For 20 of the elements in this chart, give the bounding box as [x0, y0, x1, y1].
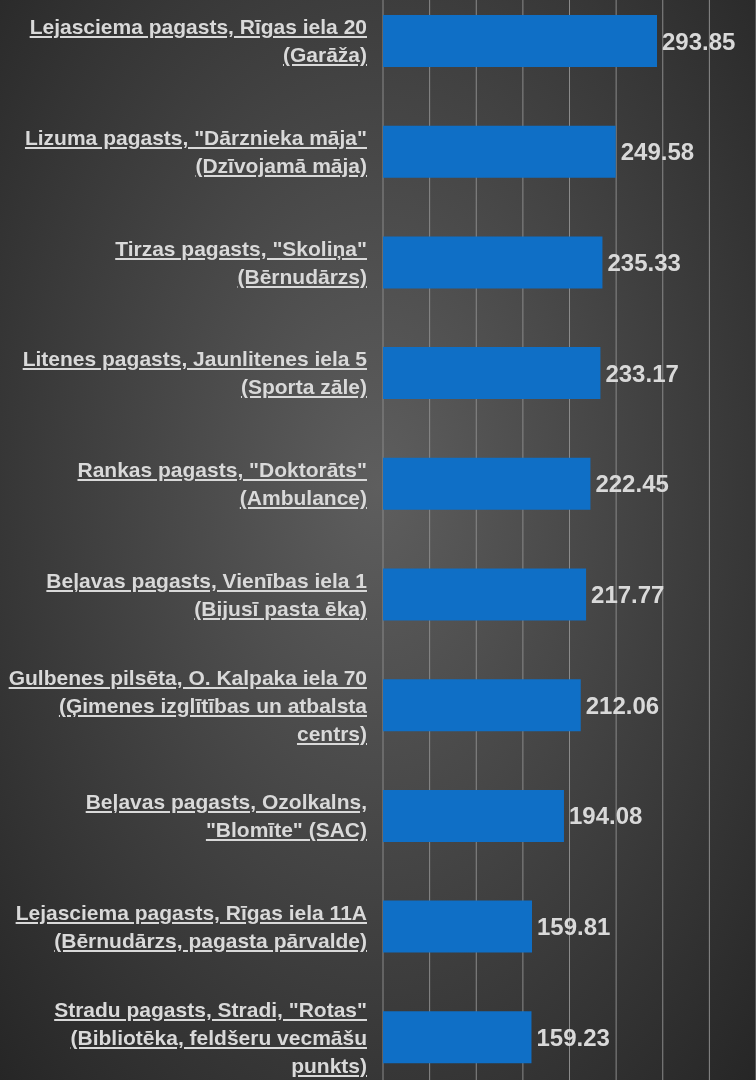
data-label: 249.58: [620, 138, 695, 166]
data-label: 194.08: [568, 802, 643, 830]
y-tick-label: Rankas pagasts, "Doktorāts" (Ambulance): [76, 457, 367, 512]
y-tick-label: Lizuma pagasts, "Dārznieka māja" (Dzīvojamā māja): [23, 125, 367, 180]
data-label: 212.06: [585, 691, 660, 719]
data-label: 233.17: [605, 359, 679, 387]
data-label: 235.33: [607, 248, 681, 276]
data-label: 217.77: [591, 581, 665, 609]
y-tick-label: Beļavas pagasts, Vienības iela 1 (Bijusī pasta ēka): [45, 567, 367, 622]
y-tick-label: Lejasciema pagasts, Rīgas iela 20 (Garāža): [28, 14, 367, 69]
y-tick-label: Gulbenes pilsēta, O. Kalpaka iela 70 (Ģimenes izglītības un atbalsta centrs): [7, 664, 367, 747]
y-tick-label: Litenes pagasts, Jaunlitenes iela 5 (Sporta zāle): [21, 346, 367, 401]
data-label: 293.85: [662, 27, 736, 55]
data-label: 159.23: [536, 1023, 610, 1051]
y-tick-label: Lejasciema pagasts, Rīgas iela 11A (Bērnudārzs, pagasta pārvalde): [14, 899, 367, 954]
y-tick-label: Stradu pagasts, Stradi, "Rotas" (Bibliotēka, feldšeru vecmāšu punkts): [53, 996, 367, 1079]
y-tick-label: Tirzas pagasts, "Skoliņa" (Bērnudārzs): [114, 235, 367, 290]
data-label: 222.45: [595, 470, 669, 498]
y-tick-label: Beļavas pagasts, Ozolkalns, "Blomīte" (SAC): [84, 789, 367, 844]
data-label: 159.81: [537, 913, 611, 941]
